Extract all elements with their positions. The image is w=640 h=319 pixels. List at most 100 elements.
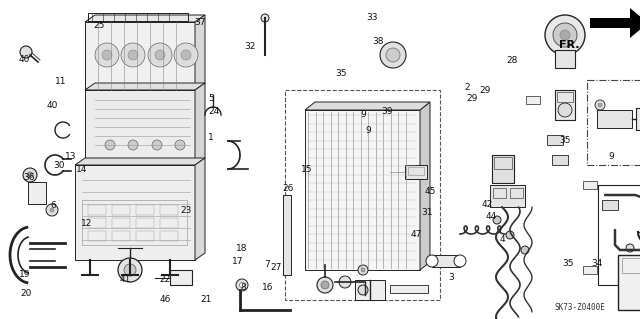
Bar <box>636 108 640 130</box>
Circle shape <box>46 204 58 216</box>
Circle shape <box>20 46 32 58</box>
Circle shape <box>317 277 333 293</box>
Polygon shape <box>85 15 205 22</box>
Text: 33: 33 <box>367 13 378 22</box>
Text: 26: 26 <box>282 184 294 193</box>
Bar <box>160 231 178 241</box>
Polygon shape <box>195 158 205 260</box>
Bar <box>636 108 640 130</box>
Circle shape <box>50 208 54 212</box>
Bar <box>493 188 506 198</box>
Text: 44: 44 <box>485 212 497 221</box>
Bar <box>622 258 640 273</box>
Text: 18: 18 <box>236 244 248 253</box>
Text: 9: 9 <box>361 110 366 119</box>
Circle shape <box>553 23 577 47</box>
Circle shape <box>148 43 172 67</box>
Polygon shape <box>75 165 195 260</box>
Text: 45: 45 <box>425 187 436 196</box>
Text: 35: 35 <box>563 259 574 268</box>
Polygon shape <box>85 90 195 165</box>
Bar <box>510 188 523 198</box>
Text: 36: 36 <box>24 173 35 182</box>
Circle shape <box>380 42 406 68</box>
Circle shape <box>358 265 368 275</box>
Text: 46: 46 <box>159 295 171 304</box>
Polygon shape <box>85 83 205 90</box>
Circle shape <box>23 168 37 182</box>
Text: 13: 13 <box>65 152 76 161</box>
Bar <box>285 90 440 300</box>
Text: 20: 20 <box>20 289 31 298</box>
Text: 3: 3 <box>449 273 454 282</box>
Circle shape <box>102 50 112 60</box>
Text: 35: 35 <box>559 136 571 145</box>
Text: 9: 9 <box>609 152 614 161</box>
Circle shape <box>121 43 145 67</box>
Text: 27: 27 <box>271 263 282 272</box>
Text: 22: 22 <box>159 275 171 284</box>
Bar <box>136 218 154 228</box>
Text: 35: 35 <box>335 69 347 78</box>
Text: 4: 4 <box>500 235 505 244</box>
Circle shape <box>493 216 501 224</box>
Bar <box>88 218 106 228</box>
Polygon shape <box>590 8 640 38</box>
Circle shape <box>426 255 438 267</box>
Text: 32: 32 <box>244 42 255 51</box>
Circle shape <box>358 285 368 295</box>
Bar <box>552 155 568 165</box>
Text: 38: 38 <box>372 37 384 46</box>
Circle shape <box>174 43 198 67</box>
Circle shape <box>321 281 329 289</box>
Text: 16: 16 <box>262 283 273 292</box>
Text: 6: 6 <box>51 201 56 210</box>
Bar <box>597 110 632 128</box>
Bar <box>598 185 640 285</box>
Bar <box>408 167 424 175</box>
Bar <box>432 255 460 267</box>
Bar <box>618 255 640 310</box>
Polygon shape <box>420 102 430 270</box>
Circle shape <box>560 30 570 40</box>
Bar <box>112 218 130 228</box>
Polygon shape <box>195 15 205 90</box>
Text: 29: 29 <box>479 86 491 95</box>
Circle shape <box>386 48 400 62</box>
Text: FR.: FR. <box>559 40 580 50</box>
Circle shape <box>454 255 466 267</box>
Text: 5: 5 <box>209 94 214 103</box>
Polygon shape <box>75 158 205 165</box>
Text: 1: 1 <box>209 133 214 142</box>
Polygon shape <box>85 22 195 90</box>
Circle shape <box>152 140 162 150</box>
Bar <box>557 92 573 102</box>
Text: 28: 28 <box>506 56 518 65</box>
Circle shape <box>128 50 138 60</box>
Circle shape <box>118 258 142 282</box>
Circle shape <box>105 140 115 150</box>
Bar <box>555 90 575 120</box>
Text: 40: 40 <box>19 55 30 63</box>
Bar <box>112 205 130 215</box>
Bar <box>112 231 130 241</box>
Circle shape <box>545 15 585 55</box>
Bar <box>170 270 192 285</box>
Bar <box>492 155 514 183</box>
Circle shape <box>128 140 138 150</box>
Bar <box>160 218 178 228</box>
Circle shape <box>361 268 365 272</box>
Text: 25: 25 <box>93 21 105 30</box>
Bar <box>305 110 420 270</box>
Bar <box>160 205 178 215</box>
Circle shape <box>521 246 529 254</box>
Text: 47: 47 <box>410 230 422 239</box>
Text: 42: 42 <box>482 200 493 209</box>
Bar <box>88 231 106 241</box>
Bar <box>82 200 187 245</box>
Text: 24: 24 <box>209 107 220 116</box>
Bar <box>355 280 385 300</box>
Polygon shape <box>195 83 205 165</box>
Text: 2: 2 <box>465 83 470 92</box>
Bar <box>547 135 563 145</box>
